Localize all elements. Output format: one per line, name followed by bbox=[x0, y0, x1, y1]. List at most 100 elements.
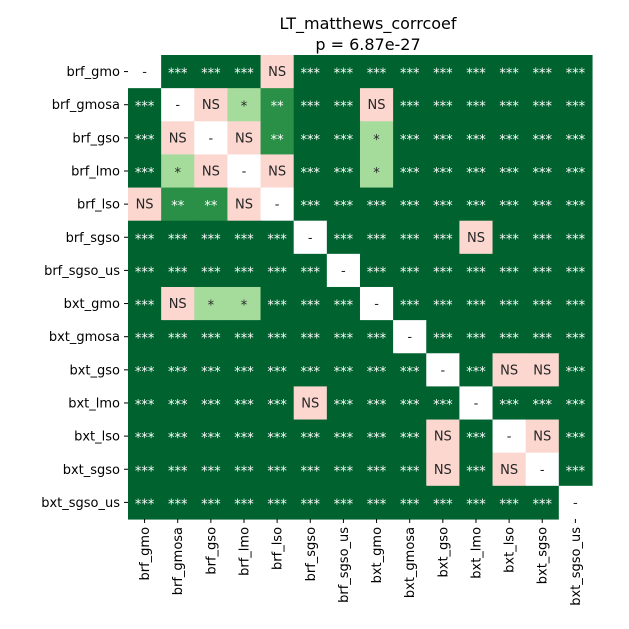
heatmap-cell bbox=[128, 154, 162, 189]
heatmap-cell bbox=[359, 187, 394, 222]
heatmap-cell-label: *** bbox=[168, 431, 188, 446]
heatmap-cell bbox=[459, 485, 494, 520]
heatmap-cell bbox=[359, 353, 394, 387]
heatmap-cell-label: *** bbox=[566, 232, 586, 247]
heatmap-cell bbox=[558, 121, 593, 156]
heatmap-cell bbox=[128, 220, 162, 255]
heatmap-cell bbox=[161, 485, 195, 520]
heatmap-cell bbox=[161, 353, 195, 387]
heatmap-cell bbox=[128, 55, 162, 89]
heatmap-cell bbox=[293, 220, 328, 255]
heatmap-cell bbox=[194, 353, 229, 387]
heatmap-cell-label: *** bbox=[135, 431, 155, 446]
heatmap-cell bbox=[459, 55, 494, 89]
heatmap-cell-label: *** bbox=[533, 299, 553, 314]
heatmap-cell-label: *** bbox=[400, 299, 420, 314]
heatmap-cell-label: *** bbox=[168, 332, 188, 347]
heatmap-cell-label: *** bbox=[168, 497, 188, 512]
heatmap-cell-label: *** bbox=[466, 431, 486, 446]
heatmap-cell-label: *** bbox=[499, 133, 519, 148]
x-tick-label: brf_gmosa bbox=[171, 527, 186, 595]
heatmap-cell-label: *** bbox=[135, 299, 155, 314]
heatmap-cell-label: NS bbox=[533, 430, 551, 445]
heatmap-cell bbox=[326, 187, 361, 222]
heatmap-cell-label: *** bbox=[433, 398, 453, 413]
heatmap-cell bbox=[227, 419, 262, 454]
heatmap-cell-label: *** bbox=[367, 265, 387, 280]
heatmap-cell bbox=[194, 419, 229, 454]
heatmap-cell-label: *** bbox=[499, 67, 519, 82]
heatmap-cell bbox=[459, 121, 494, 156]
heatmap-cell bbox=[326, 353, 361, 387]
heatmap-cell bbox=[260, 320, 295, 354]
heatmap-cell bbox=[260, 419, 295, 454]
heatmap-cell-label: *** bbox=[234, 431, 254, 446]
heatmap-cell-label: *** bbox=[267, 299, 287, 314]
heatmap-cell-label: *** bbox=[334, 365, 354, 380]
heatmap-cell-label: NS bbox=[202, 98, 220, 113]
heatmap-cell bbox=[326, 386, 361, 421]
heatmap-cell-label: *** bbox=[433, 67, 453, 82]
heatmap-cell-label: *** bbox=[301, 199, 321, 214]
heatmap-cell bbox=[194, 121, 229, 156]
heatmap-cell-label: *** bbox=[234, 265, 254, 280]
heatmap-cell-label: *** bbox=[433, 299, 453, 314]
heatmap-cell bbox=[525, 220, 560, 255]
heatmap-cell-label: *** bbox=[533, 166, 553, 181]
heatmap-cell bbox=[194, 187, 229, 222]
heatmap-cell bbox=[227, 187, 262, 222]
heatmap-cell bbox=[293, 121, 328, 156]
heatmap-cell bbox=[161, 286, 195, 321]
heatmap-cell-label: *** bbox=[499, 232, 519, 247]
heatmap-cell-label: - bbox=[407, 330, 412, 345]
heatmap-cell bbox=[161, 55, 195, 89]
y-axis: brf_gmo brf_gmosa brf_gso brf_lmo brf_lsobrf… bbox=[41, 65, 128, 511]
heatmap-cell-label: *** bbox=[433, 199, 453, 214]
heatmap-cell-label: *** bbox=[400, 497, 420, 512]
heatmap-cell-label: NS bbox=[235, 198, 253, 213]
heatmap-cell bbox=[293, 419, 328, 454]
heatmap-cell-label: *** bbox=[433, 166, 453, 181]
y-tick-label: bxt_lso bbox=[74, 430, 120, 445]
heatmap-cell-label: *** bbox=[135, 232, 155, 247]
heatmap-cell bbox=[293, 386, 328, 421]
heatmap-cell-label: NS bbox=[500, 463, 518, 478]
heatmap-cell-label: NS bbox=[434, 463, 452, 478]
heatmap-cell bbox=[260, 286, 295, 321]
heatmap-cell-label: *** bbox=[367, 199, 387, 214]
heatmap-cell-label: *** bbox=[135, 265, 155, 280]
heatmap-cell-label: ** bbox=[171, 199, 185, 214]
heatmap-cell bbox=[194, 55, 229, 89]
heatmap-cell bbox=[227, 154, 262, 189]
heatmap-cell-label: *** bbox=[400, 199, 420, 214]
heatmap-cell-label: *** bbox=[466, 365, 486, 380]
heatmap-cell bbox=[558, 286, 593, 321]
heatmap-cell-label: *** bbox=[433, 133, 453, 148]
heatmap-cell-label: *** bbox=[334, 332, 354, 347]
heatmap-cell-label: *** bbox=[566, 265, 586, 280]
heatmap-cell-label: *** bbox=[168, 232, 188, 247]
heatmap-cell-label: *** bbox=[367, 67, 387, 82]
heatmap-cell bbox=[492, 220, 527, 255]
heatmap-cell bbox=[558, 452, 593, 487]
heatmap-cell bbox=[194, 320, 229, 354]
heatmap-cell bbox=[492, 419, 527, 454]
heatmap-cell-label: *** bbox=[433, 265, 453, 280]
heatmap-cell-label: *** bbox=[367, 497, 387, 512]
heatmap-cell-label: *** bbox=[301, 299, 321, 314]
heatmap-cell-label: *** bbox=[400, 232, 420, 247]
heatmap-cell-label: *** bbox=[201, 67, 221, 82]
heatmap-cell bbox=[260, 88, 295, 122]
chart-title: LT_matthews_corrcoef bbox=[280, 14, 457, 34]
heatmap-cell bbox=[227, 353, 262, 387]
heatmap-cell-label: *** bbox=[201, 464, 221, 479]
x-tick-label: brf_gmo bbox=[138, 527, 153, 581]
heatmap-cell-label: NS bbox=[169, 297, 187, 312]
heatmap-cell bbox=[326, 320, 361, 354]
x-tick-label: brf_lmo bbox=[237, 527, 252, 576]
heatmap-cell-label: *** bbox=[267, 265, 287, 280]
y-tick-label: bxt_gso bbox=[69, 363, 120, 378]
heatmap-cell-label: *** bbox=[466, 67, 486, 82]
heatmap-cell-label: - bbox=[474, 396, 479, 411]
heatmap-cell-label: *** bbox=[201, 232, 221, 247]
